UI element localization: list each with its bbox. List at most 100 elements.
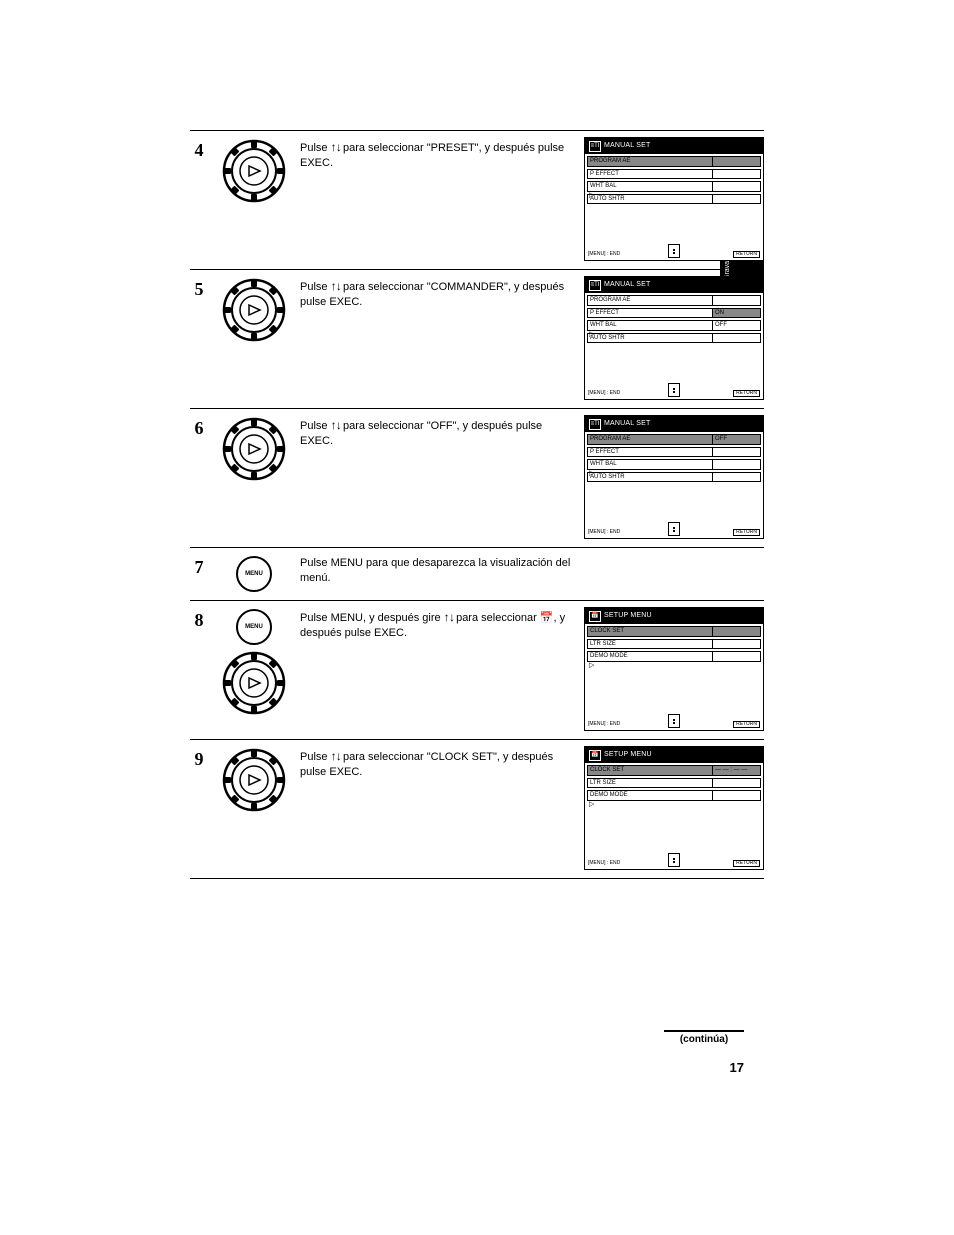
lcd-screen-preview: ≡TI MANUAL SET PROGRAM AE P EFFECTON WHT…	[584, 276, 764, 400]
step-instruction: Pulse ↑ ↓ para seleccionar "OFF", y desp…	[300, 420, 542, 447]
row-label: CLOCK SET	[587, 765, 713, 776]
row-label: WHT BAL	[587, 320, 713, 331]
step-icon-col	[218, 415, 290, 481]
menu-end-label: [MENU] : END	[588, 391, 620, 397]
menu-row: PROGRAM AE	[587, 295, 761, 306]
row-label: CLOCK SET	[587, 626, 713, 637]
menu-row: LTR SIZE	[587, 778, 761, 789]
menu-row: P EFFECTON	[587, 308, 761, 319]
screen-bottom-bar: [MENU] : END RETURN	[585, 721, 763, 729]
cursor-indicator-icon: ▷	[589, 801, 594, 809]
step-number: 4	[190, 137, 208, 159]
menu-end-label: [MENU] : END	[588, 530, 620, 536]
menu-category-icon: ≡TI	[589, 280, 601, 291]
screen-body: CLOCK SET— — : — — LTR SIZE DEMO MODE	[585, 763, 763, 805]
return-label: RETURN	[733, 251, 760, 259]
step-icon-col	[218, 276, 290, 342]
screen-col: 📅 SETUP MENU CLOCK SET LTR SIZE DEMO MOD…	[584, 607, 764, 731]
step-icon-col: MENU	[218, 607, 290, 715]
return-label: RETURN	[733, 529, 760, 537]
row-value: OFF	[713, 320, 761, 331]
row-label: LTR SIZE	[587, 778, 713, 789]
menu-row: WHT BALOFF	[587, 320, 761, 331]
up-down-arrows-icon: ↑ ↓	[331, 749, 340, 763]
document-page: Gravación – Operaciones básicas 4	[0, 0, 954, 1235]
step-instruction: Pulse ↑ ↓ para seleccionar "CLOCK SET", …	[300, 751, 553, 778]
dial-control-icon	[222, 748, 286, 812]
step-text: Pulse ↑ ↓ para seleccionar "COMMANDER", …	[300, 276, 574, 310]
lcd-screen-preview: 📅 SETUP MENU CLOCK SET LTR SIZE DEMO MOD…	[584, 607, 764, 731]
screen-body: PROGRAM AE P EFFECT WHT BAL AUTO SHTR	[585, 154, 763, 208]
menu-row: CLOCK SET	[587, 626, 761, 637]
return-label: RETURN	[733, 721, 760, 729]
return-label: RETURN	[733, 860, 760, 868]
dial-control-icon	[222, 651, 286, 715]
row-value	[713, 778, 761, 789]
row-value	[713, 181, 761, 192]
screen-body: PROGRAM AE P EFFECTON WHT BALOFF AUTO SH…	[585, 293, 763, 347]
row-label: AUTO SHTR	[587, 194, 713, 205]
menu-row: AUTO SHTR	[587, 194, 761, 205]
menu-end-label: [MENU] : END	[588, 252, 620, 258]
row-label: WHT BAL	[587, 459, 713, 470]
screen-col: ≡TI MANUAL SET PROGRAM AE P EFFECTON WHT…	[584, 276, 764, 400]
row-label: AUTO SHTR	[587, 333, 713, 344]
row-value	[713, 651, 761, 662]
row-value	[713, 472, 761, 483]
menu-row: AUTO SHTR	[587, 333, 761, 344]
screen-title: MANUAL SET	[604, 142, 650, 150]
step-7: 7 MENU Pulse MENU para que desaparezca l…	[190, 547, 764, 600]
step-number: 7	[190, 554, 208, 576]
row-value	[713, 459, 761, 470]
screen-title: MANUAL SET	[604, 281, 650, 289]
dial-control-icon	[222, 278, 286, 342]
menu-row: DEMO MODE	[587, 790, 761, 801]
cursor-indicator-icon: ▷	[589, 470, 594, 478]
row-value	[713, 626, 761, 637]
up-down-arrows-icon: ↑ ↓	[331, 279, 340, 293]
menu-row: LTR SIZE	[587, 639, 761, 650]
continued-label: (continúa)	[664, 1030, 744, 1045]
row-value	[713, 194, 761, 205]
up-down-arrows-icon: ↑ ↓	[331, 418, 340, 432]
screen-titlebar: ≡TI MANUAL SET	[585, 277, 763, 293]
screen-title: SETUP MENU	[604, 612, 652, 620]
menu-row: WHT BAL	[587, 459, 761, 470]
screen-body: PROGRAM AEOFF P EFFECT WHT BAL AUTO SHTR	[585, 432, 763, 486]
menu-button-icon: MENU	[236, 609, 272, 645]
screen-titlebar: 📅 SETUP MENU	[585, 608, 763, 624]
row-value	[713, 790, 761, 801]
menu-row: P EFFECT	[587, 447, 761, 458]
row-value: — — : — —	[713, 765, 761, 776]
menu-row: PROGRAM AE	[587, 156, 761, 167]
menu-row: AUTO SHTR	[587, 472, 761, 483]
row-value	[713, 447, 761, 458]
up-down-arrows-icon: ↑ ↓	[331, 140, 340, 154]
row-value	[713, 156, 761, 167]
step-number: 8	[190, 607, 208, 629]
menu-category-icon: 📅	[589, 611, 601, 622]
row-value: ON	[713, 308, 761, 319]
cursor-indicator-icon: ▷	[589, 331, 594, 339]
step-number: 9	[190, 746, 208, 768]
screen-col: ≡TI MANUAL SET PROGRAM AE P EFFECT WHT B…	[584, 137, 764, 261]
row-label: PROGRAM AE	[587, 156, 713, 167]
step-text: Pulse MENU para que desaparezca la visua…	[300, 554, 574, 586]
row-label: LTR SIZE	[587, 639, 713, 650]
dial-control-icon	[222, 417, 286, 481]
step-number: 6	[190, 415, 208, 437]
step-icon-col	[218, 746, 290, 812]
screen-body: CLOCK SET LTR SIZE DEMO MODE	[585, 624, 763, 666]
menu-category-icon: ≡TI	[589, 419, 601, 430]
screen-titlebar: ≡TI MANUAL SET	[585, 138, 763, 154]
menu-end-label: [MENU] : END	[588, 722, 620, 728]
step-9: 9 Pulse ↑ ↓ para seleccionar "CLOCK SET"…	[190, 739, 764, 879]
menu-end-label: [MENU] : END	[588, 861, 620, 867]
menu-category-icon: ≡TI	[589, 141, 601, 152]
step-5: 5 Pulse ↑ ↓ para seleccionar "COMMANDER"…	[190, 269, 764, 408]
menu-row: CLOCK SET— — : — —	[587, 765, 761, 776]
menu-row: DEMO MODE	[587, 651, 761, 662]
row-label: DEMO MODE	[587, 651, 713, 662]
step-number: 5	[190, 276, 208, 298]
step-text: Pulse MENU, y después gire ↑ ↓ para sele…	[300, 607, 574, 641]
